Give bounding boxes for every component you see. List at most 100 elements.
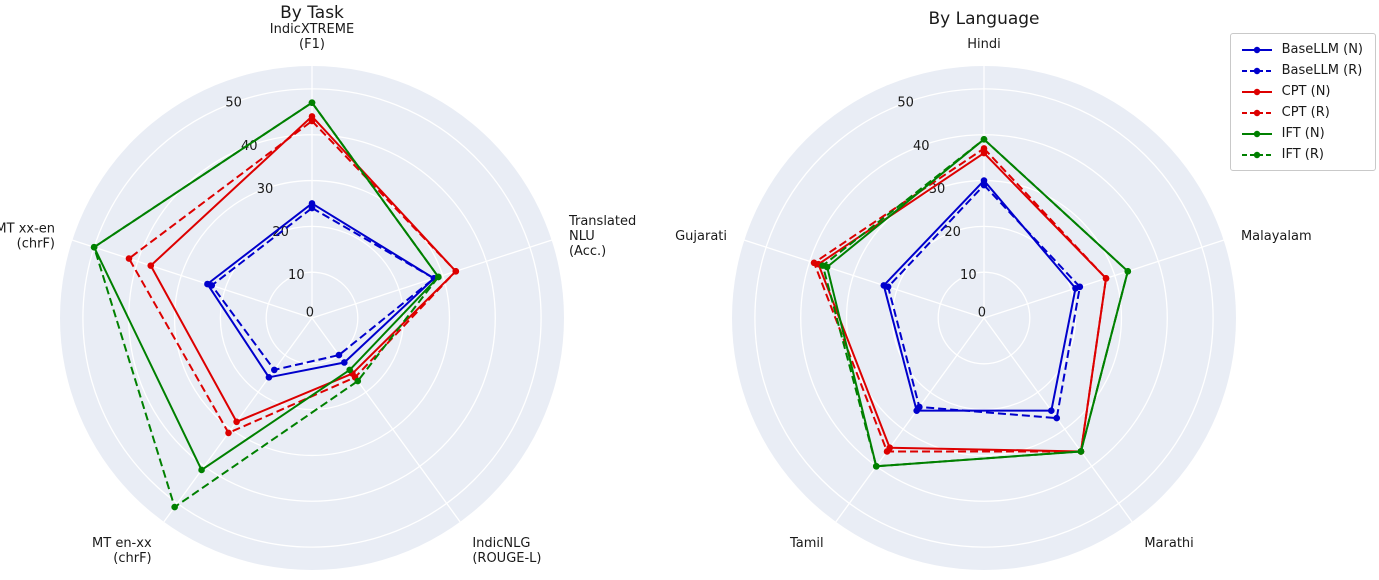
series-marker-ift-r — [872, 462, 880, 470]
series-marker-ift-r — [435, 273, 442, 281]
category-label-line: Gujarati — [675, 229, 727, 244]
series-line-cpt-r — [813, 147, 1108, 453]
category-label-line: IndicXTREME — [270, 22, 354, 37]
legend-item-cpt-n: CPT (N) — [1240, 84, 1363, 99]
series-marker-basellm-r — [1053, 414, 1061, 422]
legend-label: BaseLLM (R) — [1281, 63, 1363, 78]
series-line-cpt-r — [127, 119, 457, 434]
legend-item-ift-r: IFT (R) — [1240, 147, 1363, 162]
series-marker-cpt-r — [810, 259, 818, 267]
category-label-malayalam: Malayalam — [1241, 229, 1312, 244]
category-label-mt-en-xx: MT en-xx(chrF) — [92, 536, 152, 566]
series-marker-ift-r — [308, 99, 316, 106]
category-label-line: Translated — [568, 214, 636, 229]
category-label-line: IndicNLG — [472, 536, 530, 551]
category-label-indicnlg: IndicNLG(ROUGE-L) — [472, 536, 541, 566]
series-marker-ift-r — [1077, 448, 1085, 455]
series-marker-basellm-r — [1076, 283, 1084, 291]
radial-tick-label: 10 — [288, 268, 305, 283]
legend-label: BaseLLM (N) — [1281, 42, 1363, 57]
category-label-line: Tamil — [789, 536, 824, 551]
series-marker-cpt-r — [308, 117, 316, 125]
series-marker-basellm-r — [308, 204, 316, 212]
category-label-line: (Acc.) — [569, 244, 606, 259]
legend-line-marker-icon — [1241, 130, 1272, 137]
series-marker-cpt-r — [980, 145, 988, 152]
series-marker-basellm-n — [265, 374, 273, 381]
series-line-ift-r — [821, 138, 1129, 468]
grid-spoke — [72, 239, 313, 319]
series-marker-basellm-r — [916, 403, 923, 411]
series-line-ift-n — [93, 101, 440, 471]
series-marker-cpt-r — [125, 255, 133, 262]
radial-tick-label: 0 — [306, 305, 314, 320]
series-marker-basellm-r — [335, 351, 343, 359]
series-marker-basellm-n — [1048, 407, 1055, 414]
legend-label: IFT (R) — [1281, 147, 1324, 162]
series-marker-cpt-n — [308, 113, 316, 120]
series-line-basellm-n — [206, 202, 436, 379]
category-label-line: Marathi — [1144, 536, 1193, 551]
series-marker-basellm-n — [308, 200, 316, 207]
legend-dot — [1253, 67, 1260, 74]
legend-item-cpt-r: CPT (R) — [1240, 105, 1363, 120]
series-marker-basellm-r — [208, 282, 216, 289]
legend-line-marker-icon — [1241, 109, 1272, 116]
series-marker-cpt-r — [883, 448, 891, 455]
series-marker-ift-r — [171, 503, 178, 511]
radial-tick-label: 20 — [944, 225, 961, 240]
radial-tick-label: 10 — [960, 268, 977, 283]
category-label-line: (F1) — [299, 37, 325, 52]
series-marker-cpt-n — [233, 418, 240, 426]
series-marker-basellm-r — [980, 181, 988, 189]
legend-dot — [1253, 130, 1260, 137]
category-label-line: (chrF) — [113, 551, 151, 566]
category-label-mt-xx-en: MT xx-en(chrF) — [0, 221, 55, 251]
series-marker-cpt-r — [225, 429, 232, 437]
series-marker-cpt-n — [147, 262, 155, 269]
legend: BaseLLM (N) BaseLLM (R) CPT (N) CPT (R) IFT … — [1229, 33, 1376, 171]
legend-line-marker-icon — [1241, 88, 1272, 95]
radar-chart-by-language: 0 10 20 30 40 50 Hindi Malayalam Marathi Tamil Guj… — [675, 37, 1312, 570]
category-label-line: (ROUGE-L) — [472, 551, 541, 566]
legend-line-marker-icon — [1241, 46, 1272, 53]
series-marker-basellm-n — [980, 177, 988, 184]
series-marker-ift-n — [346, 366, 354, 374]
legend-label: CPT (N) — [1281, 84, 1331, 99]
grid-spoke — [835, 317, 985, 523]
series-marker-basellm-r — [884, 283, 892, 291]
legend-line-marker-icon — [1241, 151, 1272, 158]
category-label-hindi: Hindi — [967, 37, 1001, 52]
category-label-line: Malayalam — [1241, 229, 1312, 244]
radial-tick-label: 40 — [913, 139, 930, 154]
category-label-line: MT en-xx — [92, 536, 152, 551]
series-marker-ift-r — [819, 262, 827, 269]
radial-tick-label: 50 — [225, 96, 242, 111]
legend-dot — [1253, 109, 1260, 116]
category-label-line: MT xx-en — [0, 221, 55, 236]
category-label-indicxtreme: IndicXTREME(F1) — [270, 22, 354, 52]
radial-tick-label: 30 — [257, 182, 274, 197]
legend-item-basellm-n: BaseLLM (N) — [1240, 42, 1363, 57]
radial-tick-label: 50 — [897, 96, 914, 111]
legend-dot — [1253, 46, 1260, 53]
series-marker-ift-r — [90, 243, 98, 251]
category-label-marathi: Marathi — [1144, 536, 1193, 551]
category-label-tamil: Tamil — [789, 536, 824, 551]
series-marker-cpt-r — [1102, 275, 1110, 282]
series-marker-basellm-r — [270, 366, 278, 374]
series-marker-cpt-r — [452, 267, 460, 275]
series-line-basellm-n — [882, 179, 1077, 412]
legend-item-basellm-r: BaseLLM (R) — [1240, 63, 1363, 78]
category-label-line: NLU — [569, 229, 595, 244]
radial-tick-label: 0 — [978, 305, 986, 320]
category-label-line: Hindi — [967, 37, 1001, 52]
series-marker-ift-n — [198, 466, 205, 474]
series-marker-ift-r — [1124, 267, 1132, 275]
legend-item-ift-n: IFT (N) — [1240, 126, 1363, 141]
series-line-ift-r — [93, 101, 440, 509]
legend-dot — [1253, 151, 1260, 158]
series-marker-ift-r — [980, 136, 988, 143]
